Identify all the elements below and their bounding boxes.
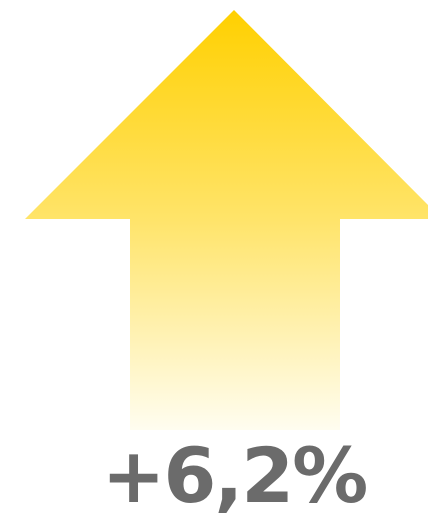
up-arrow: [25, 10, 428, 430]
change-label: +6,2%: [102, 431, 366, 517]
